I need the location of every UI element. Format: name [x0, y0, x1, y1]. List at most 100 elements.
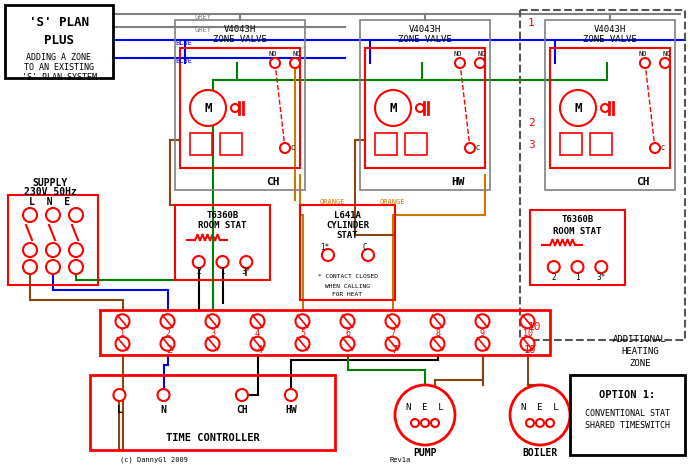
Circle shape [386, 314, 400, 328]
Text: M: M [574, 102, 582, 115]
Bar [360, 20, 490, 190]
Text: PLUS: PLUS [44, 34, 74, 46]
Circle shape [295, 337, 310, 351]
Text: HEATING: HEATING [621, 348, 659, 357]
Text: L  N  E: L N E [30, 197, 70, 207]
Text: 10: 10 [522, 329, 533, 338]
Circle shape [115, 314, 130, 328]
Circle shape [650, 143, 660, 153]
Text: 2: 2 [166, 345, 172, 355]
Text: 4: 4 [257, 345, 263, 355]
Text: M: M [389, 102, 397, 115]
Text: M: M [204, 102, 212, 115]
Text: ORANGE: ORANGE [380, 199, 406, 205]
Text: ROOM STAT: ROOM STAT [198, 221, 247, 231]
Text: NC: NC [663, 51, 671, 57]
Circle shape [455, 58, 465, 68]
Circle shape [217, 256, 228, 268]
Circle shape [161, 337, 175, 351]
Circle shape [157, 389, 170, 401]
Circle shape [250, 337, 264, 351]
Text: 4: 4 [255, 329, 260, 338]
Bar [375, 133, 397, 155]
Text: 3*: 3* [597, 272, 606, 281]
Text: 1*: 1* [320, 242, 330, 251]
Bar [180, 48, 300, 168]
Text: ORANGE: ORANGE [320, 199, 346, 205]
Circle shape [340, 314, 355, 328]
Text: 5: 5 [300, 329, 305, 338]
Circle shape [270, 58, 280, 68]
Text: V4043H: V4043H [409, 25, 441, 35]
Text: 2: 2 [165, 329, 170, 338]
Text: 1: 1 [220, 268, 225, 277]
Circle shape [362, 249, 374, 261]
Bar [530, 210, 625, 285]
Text: BLUE: BLUE [175, 40, 192, 46]
Text: 'S' PLAN SYSTEM: 'S' PLAN SYSTEM [21, 73, 97, 81]
Text: L641A: L641A [334, 211, 361, 219]
Circle shape [560, 90, 596, 126]
Circle shape [113, 389, 126, 401]
Text: T6360B: T6360B [562, 215, 593, 225]
Text: WHEN CALLING: WHEN CALLING [325, 284, 370, 288]
Circle shape [190, 90, 226, 126]
Circle shape [46, 208, 60, 222]
Text: 7: 7 [391, 345, 397, 355]
Circle shape [340, 337, 355, 351]
Circle shape [240, 256, 253, 268]
Text: V4043H: V4043H [594, 25, 626, 35]
Circle shape [416, 104, 424, 112]
Circle shape [23, 243, 37, 257]
Text: CH: CH [236, 405, 248, 415]
Bar [220, 133, 242, 155]
Bar [405, 133, 427, 155]
Text: SHARED TIMESWITCH: SHARED TIMESWITCH [585, 421, 670, 430]
Text: C: C [476, 145, 480, 151]
Circle shape [206, 314, 219, 328]
Text: 3*: 3* [241, 268, 251, 277]
Circle shape [475, 337, 489, 351]
Text: CONVENTIONAL STAT: CONVENTIONAL STAT [585, 409, 670, 417]
Text: 10: 10 [528, 322, 542, 332]
Text: CYLINDER: CYLINDER [326, 220, 369, 229]
Text: SUPPLY: SUPPLY [32, 178, 68, 188]
Text: STAT: STAT [337, 231, 358, 240]
Text: Rev1a: Rev1a [390, 457, 411, 463]
Text: ROOM STAT: ROOM STAT [553, 227, 602, 235]
Text: 8: 8 [435, 329, 440, 338]
Text: N  E  L: N E L [406, 402, 444, 411]
Circle shape [46, 260, 60, 274]
Circle shape [250, 314, 264, 328]
Circle shape [601, 104, 609, 112]
Text: C: C [661, 145, 665, 151]
Text: NO: NO [268, 51, 277, 57]
Circle shape [510, 385, 570, 445]
Text: TIME CONTROLLER: TIME CONTROLLER [166, 433, 259, 443]
Circle shape [548, 261, 560, 273]
Circle shape [285, 389, 297, 401]
Circle shape [206, 337, 219, 351]
Bar [570, 375, 685, 455]
Bar [5, 5, 113, 78]
Text: C: C [363, 242, 367, 251]
Text: NO: NO [639, 51, 647, 57]
Circle shape [46, 243, 60, 257]
Text: (c) DannyGl 2009: (c) DannyGl 2009 [120, 457, 188, 463]
Bar [590, 133, 612, 155]
Bar [300, 205, 395, 300]
Text: T6360B: T6360B [206, 211, 239, 219]
Text: 10: 10 [523, 345, 535, 355]
Text: GREY: GREY [195, 27, 212, 33]
Text: 9: 9 [480, 329, 485, 338]
Circle shape [595, 261, 607, 273]
Text: ZONE VALVE: ZONE VALVE [213, 36, 267, 44]
Text: N  E  L: N E L [521, 402, 559, 411]
Text: OPTION 1:: OPTION 1: [600, 390, 656, 400]
Circle shape [421, 419, 429, 427]
Circle shape [295, 314, 310, 328]
Text: HW: HW [451, 177, 464, 187]
Bar [520, 10, 685, 340]
Text: GREY: GREY [195, 14, 212, 20]
Circle shape [475, 58, 485, 68]
